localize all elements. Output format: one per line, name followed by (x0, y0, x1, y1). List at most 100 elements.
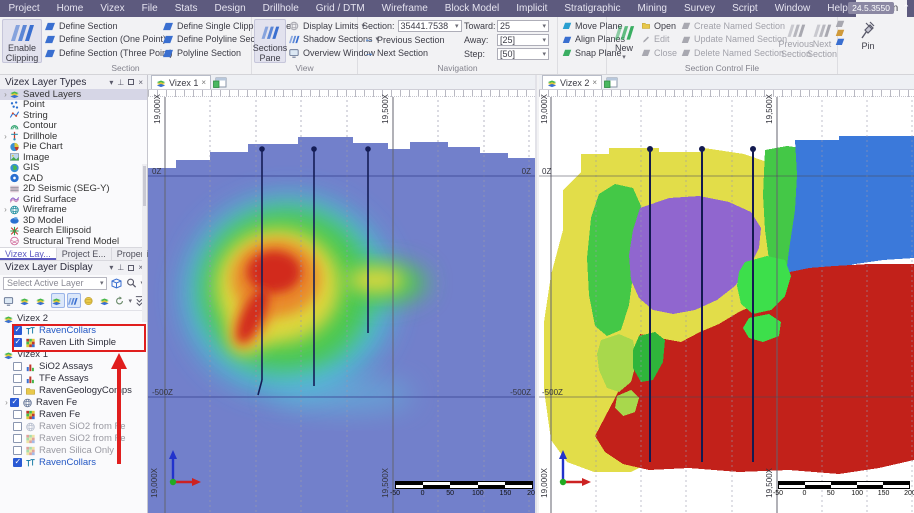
menu-tab-drillhole[interactable]: Drillhole (254, 0, 307, 17)
layer-type-gis[interactable]: GIS (0, 163, 147, 174)
delete-named-section-button[interactable]: Delete Named Section (679, 46, 783, 60)
menu-tab-project[interactable]: Project (0, 0, 48, 17)
layer-type-3d-model[interactable]: 3D Model (0, 215, 147, 226)
section-value-combo[interactable]: 35441.7538▾ (398, 20, 462, 32)
panel-pin-icon[interactable]: ⊥ (117, 78, 124, 87)
tab-vizex-layers[interactable]: Vizex Lay... (0, 248, 57, 260)
expander-icon[interactable]: › (3, 398, 10, 407)
tab-project-explorer[interactable]: Project E... (57, 248, 112, 260)
layer-checkbox[interactable] (13, 422, 22, 431)
layer-row-ravencollars-vizex1[interactable]: RavenCollars (0, 457, 147, 469)
next-named-section-button[interactable]: Next Section (809, 19, 835, 59)
edit-button[interactable]: Edit (639, 33, 679, 47)
layer-row-sio2-assays[interactable]: SiO2 Assays (0, 361, 147, 373)
define-section-button[interactable]: Define Section (42, 19, 160, 33)
away-value-combo[interactable]: [25]▾ (497, 34, 549, 46)
open-button[interactable]: Open (639, 19, 679, 33)
layer-type-string[interactable]: String (0, 110, 147, 121)
layer-group-vizex-2[interactable]: Vizex 2 (0, 313, 147, 325)
layer-type-cad[interactable]: CAD (0, 173, 147, 184)
menu-tab-grid-dtm[interactable]: Grid / DTM (307, 0, 373, 17)
panel-close-icon[interactable]: × (138, 78, 143, 87)
layer-row-raven-silica-only[interactable]: Raven Silica Only (0, 445, 147, 457)
layer-checkbox[interactable] (13, 410, 22, 419)
menu-tab-home[interactable]: Home (48, 0, 92, 17)
section-canvas-left[interactable]: 19,000X 19,500X 19,000X 19,500X 0Z 0Z -5… (148, 90, 535, 513)
layer-row-raven-lith-simple[interactable]: Raven Lith Simple (0, 337, 147, 349)
layer-type-grid-surface[interactable]: Grid Surface (0, 194, 147, 205)
define-section-three-point-button[interactable]: Define Section (Three Point) (42, 46, 160, 60)
layer-type-structural-trend-model[interactable]: Structural Trend Model (0, 236, 147, 247)
layer-row-ravengeologycomps[interactable]: RavenGeologyComps (0, 385, 147, 397)
menu-tab-file[interactable]: File (133, 0, 166, 17)
menu-tab-mining[interactable]: Mining (629, 0, 675, 17)
layer-type-point[interactable]: Point (0, 100, 147, 111)
layer-checkbox[interactable] (13, 326, 22, 335)
sections-pane-button[interactable]: Sections Pane (254, 19, 286, 63)
viewport-tab-vizex-1[interactable]: Vizex 1 × (151, 75, 211, 89)
layer-type-contour[interactable]: Contour (0, 121, 147, 132)
layer-checkbox[interactable] (13, 338, 22, 347)
panel-maximize-icon[interactable] (128, 265, 134, 271)
next-section-button[interactable]: → Next Section (362, 47, 464, 61)
close-tab-icon[interactable]: × (201, 78, 206, 87)
layer-row-raven-fe-wireframe[interactable]: › Raven Fe (0, 397, 147, 409)
3d-view-cube-icon[interactable] (110, 277, 123, 289)
menu-tab-wireframe[interactable]: Wireframe (373, 0, 436, 17)
panel-menu-caret-icon[interactable]: ▾ (109, 263, 113, 272)
layer-checkbox[interactable] (13, 386, 22, 395)
panel-scrollbar[interactable] (142, 164, 147, 322)
layer-type-saved-layers[interactable]: › Saved Layers (0, 89, 147, 100)
close-tab-icon[interactable]: × (592, 78, 597, 87)
overview-window-toggle[interactable] (3, 293, 17, 308)
section-mode-button[interactable] (67, 293, 81, 308)
menu-tab-stats[interactable]: Stats (166, 0, 206, 17)
pin-button[interactable]: Pin (848, 19, 888, 51)
viewport-tab-vizex-2[interactable]: Vizex 2 × (542, 75, 602, 89)
pick-layer-button[interactable] (35, 293, 49, 308)
panel-pin-icon[interactable]: ⊥ (117, 263, 124, 272)
create-named-section-button[interactable]: Create Named Section (679, 19, 783, 33)
enable-clipping-button[interactable]: Enable Clipping (2, 19, 42, 63)
menu-tab-stratigraphic[interactable]: Stratigraphic (556, 0, 629, 17)
layer-row-tfe-assays[interactable]: TFe Assays (0, 373, 147, 385)
menu-tab-script[interactable]: Script (724, 0, 767, 17)
define-section-one-point-button[interactable]: Define Section (One Point) (42, 33, 160, 47)
search-icon[interactable] (126, 277, 137, 289)
menu-tab-block-model[interactable]: Block Model (436, 0, 507, 17)
layer-row-raven-sio2-from-fe-blockmodel[interactable]: Raven SiO2 from Fe (0, 433, 147, 445)
layer-checkbox[interactable] (13, 434, 22, 443)
sphere-display-button[interactable] (83, 293, 97, 308)
menu-tab-window[interactable]: Window (766, 0, 819, 17)
panel-maximize-icon[interactable] (128, 79, 134, 85)
toward-value-combo[interactable]: 25▾ (497, 20, 549, 32)
previous-named-section-button[interactable]: Previous Section (783, 19, 809, 59)
expander-icon[interactable]: › (2, 205, 9, 214)
layer-checkbox[interactable] (13, 446, 22, 455)
close-button[interactable]: Close (639, 46, 679, 60)
layer-checkbox[interactable] (13, 458, 22, 467)
expander-icon[interactable]: › (2, 132, 9, 141)
menu-tab-vizex[interactable]: Vizex (92, 0, 133, 17)
layer-type-image[interactable]: Image (0, 152, 147, 163)
swap-layers-button[interactable] (99, 293, 113, 308)
layer-row-ravencollars[interactable]: RavenCollars (0, 325, 147, 337)
new-layer-button[interactable] (19, 293, 33, 308)
refresh-button[interactable]: ▾ (115, 293, 131, 308)
menu-tab-survey[interactable]: Survey (676, 0, 724, 17)
layer-type-drillhole[interactable]: › Drillhole (0, 131, 147, 142)
layer-checkbox[interactable] (13, 362, 22, 371)
layer-checkbox[interactable] (10, 398, 19, 407)
previous-section-button[interactable]: ← Previous Section (362, 33, 464, 47)
menu-tab-design[interactable]: Design (206, 0, 254, 17)
panel-menu-caret-icon[interactable]: ▾ (109, 78, 113, 87)
layer-type-2d-seismic[interactable]: 2D Seismic (SEG-Y) (0, 184, 147, 195)
update-named-section-button[interactable]: Update Named Section (679, 33, 783, 47)
layer-type-wireframe[interactable]: › Wireframe (0, 205, 147, 216)
layer-mode-button[interactable] (51, 293, 65, 308)
new-viewport-tab-icon[interactable] (604, 76, 618, 88)
layer-type-search-ellipsoid[interactable]: Search Ellipsoid (0, 226, 147, 237)
new-section-control-file-button[interactable]: New ▾ (609, 19, 639, 63)
expander-icon[interactable]: › (2, 90, 9, 99)
select-active-layer-combo[interactable]: Select Active Layer ▾ (3, 277, 107, 290)
